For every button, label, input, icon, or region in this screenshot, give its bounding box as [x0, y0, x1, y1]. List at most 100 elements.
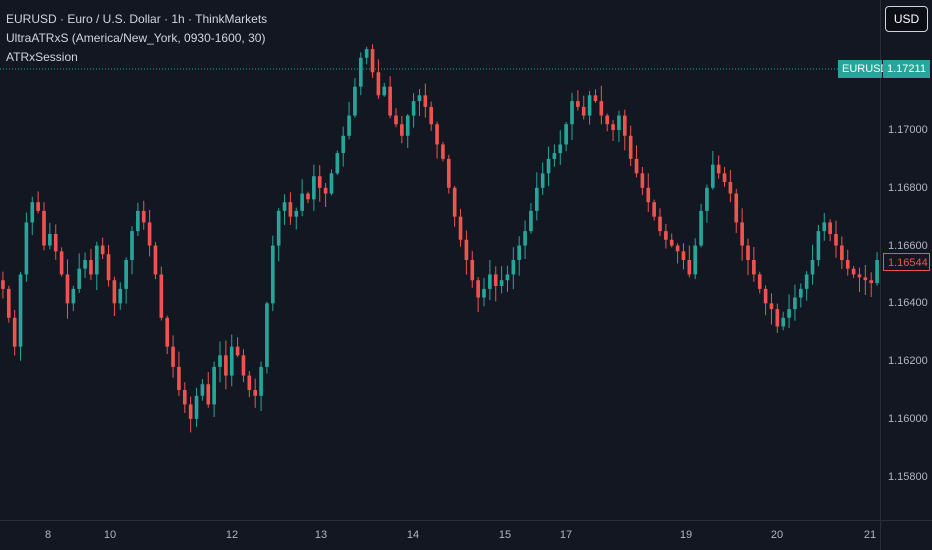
candle-body — [752, 260, 756, 275]
candle — [265, 301, 269, 374]
candle — [288, 192, 293, 225]
candle-body — [781, 317, 786, 327]
candle-body — [845, 260, 850, 269]
candle — [787, 294, 791, 329]
symbol-title[interactable]: EURUSD · Euro / U.S. Dollar · 1h · Think… — [6, 12, 268, 26]
candle — [740, 208, 744, 261]
candle-body — [652, 202, 656, 217]
candle-body — [382, 86, 387, 96]
candle-body — [229, 346, 234, 376]
candle-body — [71, 288, 76, 304]
currency-button[interactable]: USD — [885, 6, 928, 32]
candle-body — [188, 404, 193, 419]
candle — [822, 212, 827, 241]
candle — [194, 387, 199, 427]
reference-price-tag: 1.17211 — [883, 60, 930, 79]
candle — [182, 382, 187, 414]
axis-corner — [880, 520, 932, 550]
candle-body — [681, 251, 686, 260]
candle — [652, 199, 656, 221]
candlestick-chart[interactable] — [0, 0, 880, 520]
candle-body — [798, 288, 803, 298]
candle-body — [816, 231, 821, 260]
candle-body — [323, 187, 328, 194]
candle — [581, 95, 586, 120]
candle-body — [6, 288, 11, 318]
candle-body — [511, 260, 516, 275]
candle-body — [558, 144, 563, 154]
candle — [798, 283, 803, 308]
candle-body — [270, 245, 275, 304]
candle — [699, 203, 703, 248]
candle-body — [705, 187, 709, 211]
candle-body — [159, 274, 164, 318]
candle-body — [200, 384, 205, 396]
candle-body — [306, 193, 310, 200]
candle-body — [482, 288, 486, 298]
candle-body — [405, 115, 410, 136]
candle — [529, 203, 533, 234]
candle-body — [740, 222, 744, 246]
candle — [112, 276, 117, 316]
candle-body — [358, 57, 363, 87]
candle-body — [552, 153, 557, 159]
candle — [452, 185, 457, 227]
candle-body — [499, 280, 504, 286]
candle-body — [335, 153, 340, 174]
candle — [669, 233, 674, 248]
time-tick: 20 — [770, 529, 784, 541]
indicator-label[interactable]: UltraATRxS (America/New_York, 0930-1600,… — [6, 31, 266, 45]
candle-body — [534, 187, 539, 211]
candle-body — [828, 222, 832, 234]
reference-symbol-tag: EURUSD — [838, 60, 888, 79]
candle — [417, 89, 422, 116]
price-tick: 1.16200 — [888, 355, 928, 368]
candle-body — [300, 193, 304, 211]
candle — [705, 184, 709, 223]
candle — [94, 241, 99, 291]
indicator2-label[interactable]: ATRxSession — [6, 50, 78, 64]
time-tick: 14 — [406, 529, 420, 541]
candle-body — [769, 303, 774, 310]
chart-area[interactable] — [0, 0, 880, 520]
candle — [687, 245, 692, 278]
candle-body — [699, 210, 703, 246]
candle-body — [241, 355, 246, 376]
candle — [241, 349, 246, 383]
candle — [464, 230, 469, 275]
candle-body — [194, 395, 199, 419]
candle-body — [53, 234, 58, 252]
candle — [816, 224, 821, 267]
candle-body — [546, 158, 551, 174]
candle — [845, 249, 850, 276]
candle — [218, 341, 222, 383]
candle — [235, 337, 240, 358]
candle — [710, 150, 715, 190]
time-tick: 13 — [314, 529, 328, 541]
candle — [446, 154, 451, 194]
candle — [411, 93, 416, 128]
candle — [634, 145, 639, 178]
candle — [323, 183, 328, 207]
candle — [763, 285, 768, 316]
time-tick: 12 — [225, 529, 239, 541]
candle-body — [593, 95, 598, 102]
candle-body — [675, 245, 680, 252]
candle-body — [441, 144, 445, 159]
candle — [611, 120, 615, 141]
candle-body — [622, 115, 627, 136]
candle-body — [1, 280, 5, 289]
candle-body — [147, 222, 152, 246]
candle-body — [94, 245, 99, 275]
time-axis[interactable]: 8 10 12 13 14 15 17 19 20 21 — [0, 520, 880, 550]
candle — [728, 169, 733, 203]
candle-body — [182, 390, 187, 405]
time-tick: 10 — [103, 529, 117, 541]
candle — [124, 257, 128, 304]
candle — [259, 361, 263, 412]
price-tick: 1.16800 — [888, 181, 928, 194]
candle — [353, 78, 357, 118]
candle-body — [411, 101, 416, 116]
candle-body — [775, 309, 780, 327]
candle-body — [329, 173, 334, 194]
